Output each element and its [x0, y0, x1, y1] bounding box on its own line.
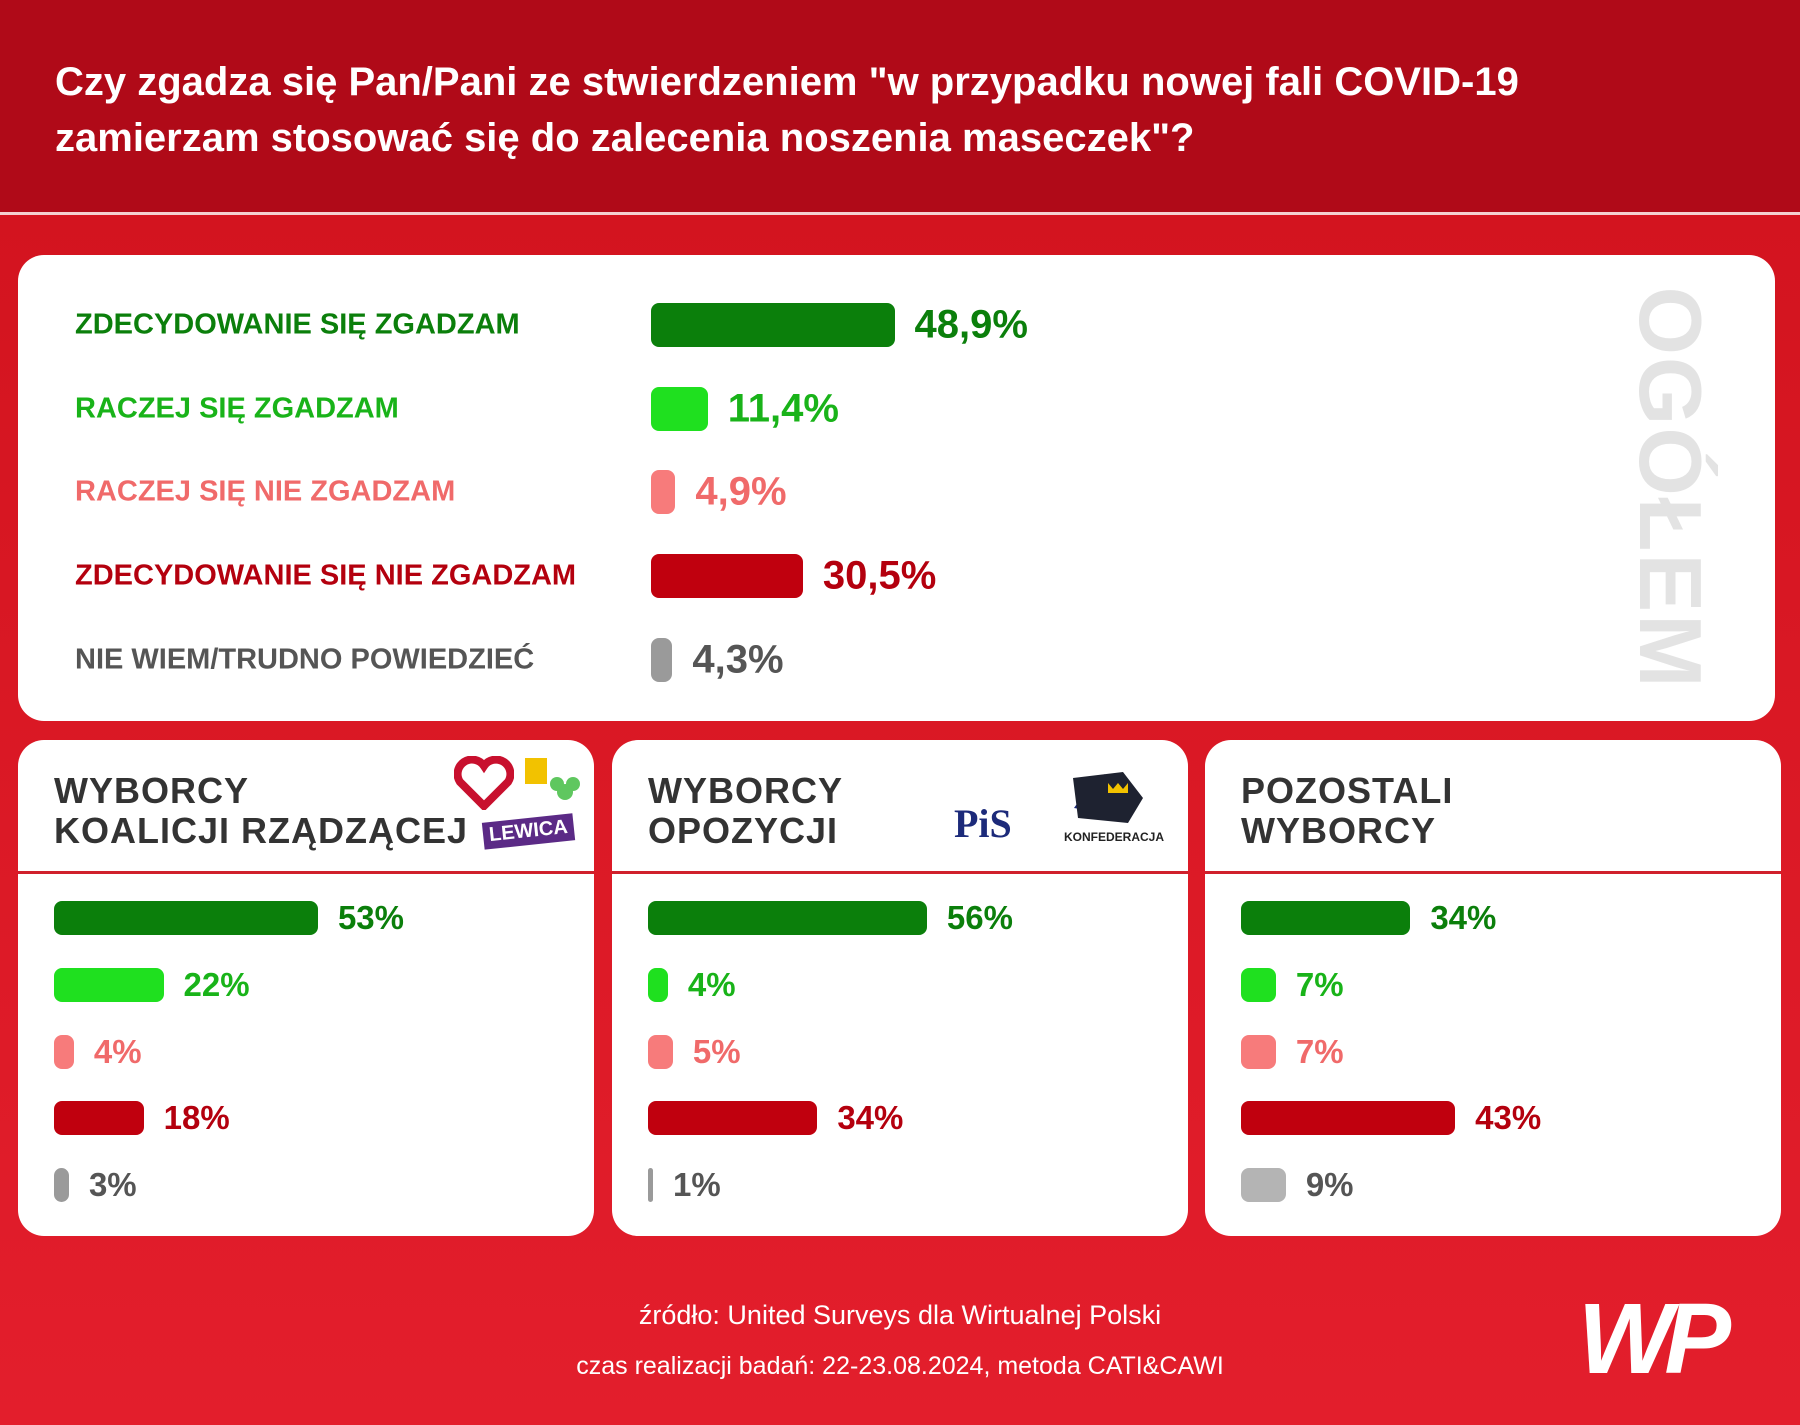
- card: [18, 255, 1775, 721]
- value-label: 9%: [1305, 1166, 1354, 1203]
- value-label: 4%: [687, 966, 736, 1003]
- value-label: 3%: [88, 1166, 137, 1203]
- value-label: 43%: [1475, 1099, 1542, 1136]
- bar: [648, 968, 668, 1002]
- bar: [651, 387, 708, 431]
- category-label: ZDECYDOWANIE SIĘ ZGADZAM: [75, 308, 520, 341]
- value-label: 1%: [672, 1166, 721, 1203]
- bar: [1241, 1035, 1276, 1069]
- brand-logo: WP: [1578, 1283, 1731, 1395]
- value-label: 5%: [692, 1033, 741, 1070]
- category-label: ZDECYDOWANIE SIĘ NIE ZGADZAM: [75, 559, 577, 592]
- value-label: 7%: [1295, 966, 1344, 1003]
- divider: [612, 871, 1188, 874]
- value-label: 22%: [183, 966, 250, 1003]
- category-label: RACZEJ SIĘ ZGADZAM: [75, 392, 399, 425]
- value-label: 53%: [337, 899, 404, 936]
- bar: [1241, 1101, 1456, 1135]
- bar: [54, 1168, 69, 1202]
- divider: [1205, 871, 1781, 874]
- bar: [1241, 901, 1411, 935]
- card-title: WYBORCY: [54, 770, 249, 811]
- category-label: RACZEJ SIĘ NIE ZGADZAM: [75, 475, 456, 508]
- bar: [54, 901, 318, 935]
- value-label: 4,9%: [695, 469, 787, 514]
- bar: [1241, 1168, 1286, 1202]
- side-label: OGÓŁEM: [1621, 286, 1720, 690]
- value-label: 30,5%: [822, 553, 937, 598]
- bar: [651, 470, 676, 514]
- value-label: 7%: [1295, 1033, 1344, 1070]
- title-line: zamierzam stosować się do zalecenia nosz…: [55, 116, 1195, 160]
- logo-text: KONFEDERACJA: [1064, 830, 1165, 844]
- logo-text: PiS: [954, 801, 1012, 846]
- card-title: WYBORCY: [648, 770, 843, 811]
- method: czas realizacji badań: 22-23.08.2024, me…: [576, 1352, 1224, 1380]
- bar: [54, 1035, 74, 1069]
- header-band: [0, 0, 1800, 215]
- value-label: 34%: [1430, 899, 1497, 936]
- value-label: 11,4%: [727, 386, 839, 431]
- card-title: WYBORCY: [1241, 810, 1436, 851]
- card-title: POZOSTALI: [1241, 770, 1454, 811]
- value-label: 56%: [946, 899, 1013, 936]
- card-title: KOALICJI RZĄDZĄCEJ: [54, 810, 469, 851]
- bar: [651, 554, 803, 598]
- logo-icon: [454, 756, 514, 810]
- bar: [651, 638, 673, 682]
- value-label: 34%: [837, 1099, 904, 1136]
- card: [1205, 740, 1781, 1236]
- divider: [18, 871, 594, 874]
- category-label: NIE WIEM/TRUDNO POWIEDZIEĆ: [75, 643, 535, 676]
- bar: [648, 901, 927, 935]
- value-label: 18%: [163, 1099, 230, 1136]
- logo-icon: [525, 758, 580, 800]
- card-title: OPOZYCJI: [648, 810, 839, 851]
- bar: [648, 1168, 653, 1202]
- value-label: 4%: [93, 1033, 142, 1070]
- bar: [648, 1035, 673, 1069]
- card: [612, 740, 1188, 1236]
- value-label: 48,9%: [914, 302, 1028, 347]
- bar: [54, 968, 164, 1002]
- bar: [54, 1101, 144, 1135]
- value-label: 4,3%: [692, 637, 784, 682]
- source: źródło: United Surveys dla Wirtualnej Po…: [638, 1300, 1162, 1330]
- bar: [648, 1101, 818, 1135]
- bar: [1241, 968, 1276, 1002]
- title-line: Czy zgadza się Pan/Pani ze stwierdzeniem…: [55, 60, 1519, 104]
- logo-icon: [1073, 772, 1143, 823]
- bar: [651, 303, 895, 347]
